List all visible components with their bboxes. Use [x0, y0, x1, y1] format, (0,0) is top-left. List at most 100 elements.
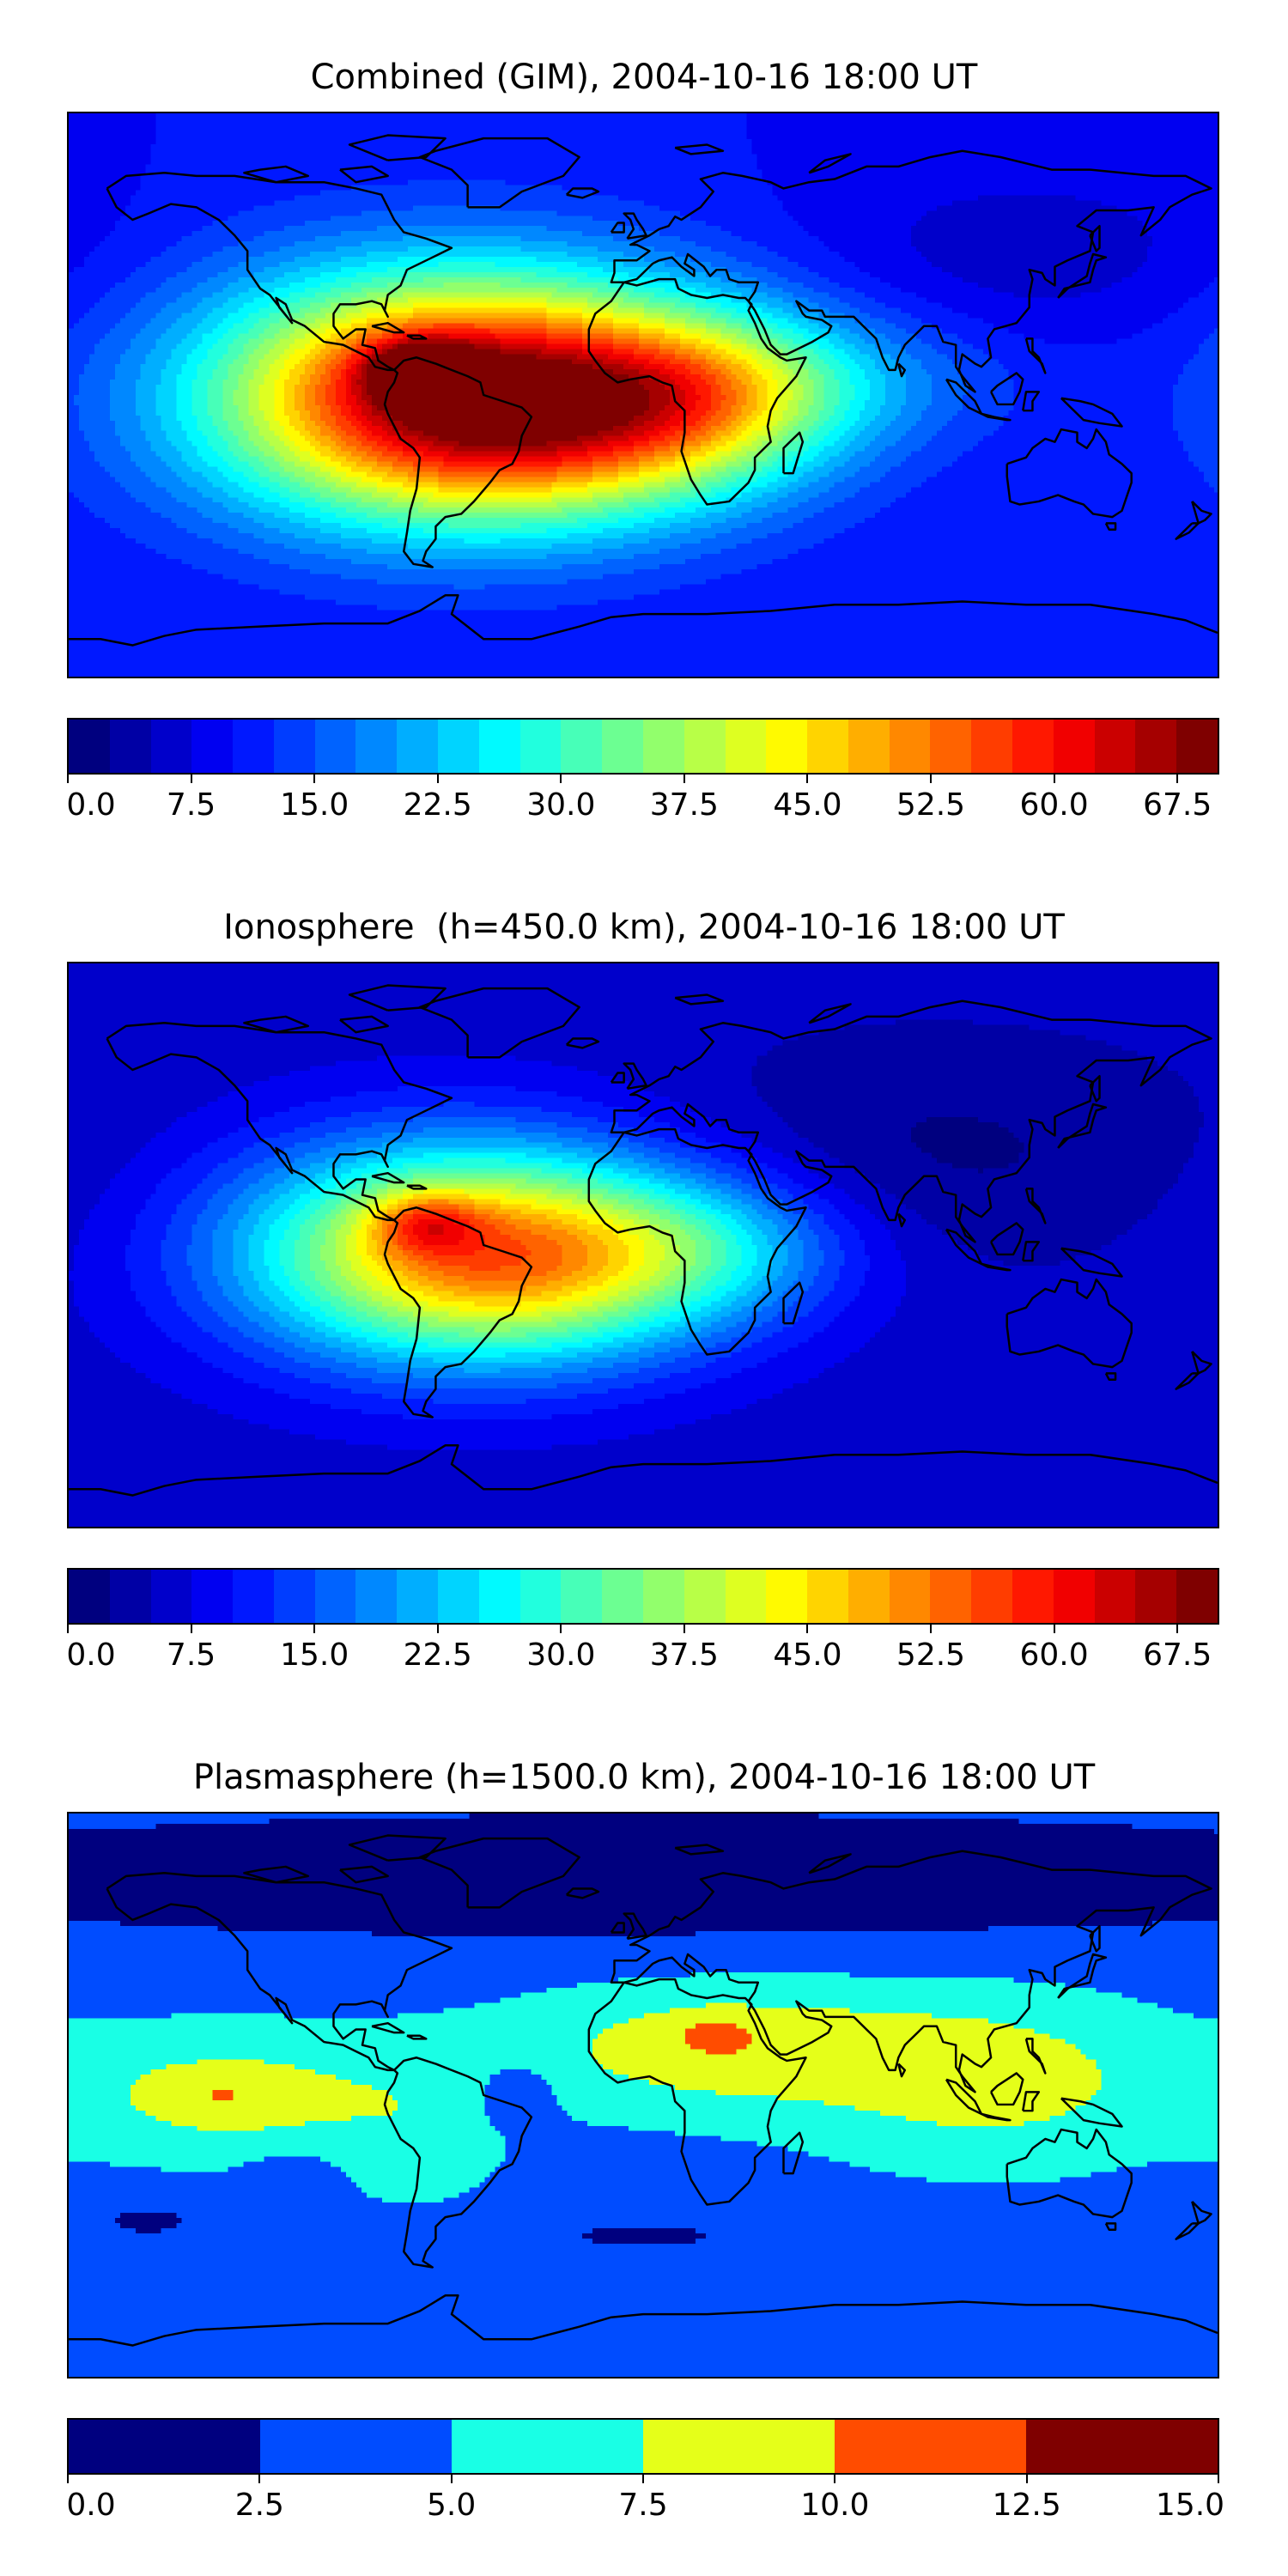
colorbar-tick — [67, 775, 69, 783]
colorbar-segment — [1095, 720, 1136, 773]
colorbar-segment — [848, 1570, 890, 1623]
colorbar-tick — [67, 2475, 69, 2483]
colorbar-segment — [520, 720, 562, 773]
plasmasphere-map — [67, 1812, 1219, 2379]
colorbar-tick — [451, 2475, 453, 2483]
colorbar-tick — [313, 775, 315, 783]
colorbar-tick — [560, 1625, 562, 1633]
colorbar-segment — [602, 1570, 643, 1623]
combined-map-title: Combined (GIM), 2004-10-16 18:00 UT — [0, 57, 1288, 98]
colorbar-segment — [355, 720, 397, 773]
colorbar-segment — [233, 720, 274, 773]
colorbar-tick — [642, 2475, 644, 2483]
plasmasphere-colorbar — [67, 2418, 1219, 2475]
colorbar-tick-label: 0.0 — [66, 2488, 115, 2523]
colorbar-tick-label: 22.5 — [404, 788, 472, 823]
colorbar-tick — [560, 775, 562, 783]
colorbar-segment — [69, 2420, 260, 2473]
colorbar-tick — [1218, 2475, 1219, 2483]
ionosphere-map — [67, 962, 1219, 1528]
colorbar-segment — [1054, 1570, 1095, 1623]
field-raster — [69, 1814, 1218, 2377]
colorbar-segment — [1054, 720, 1095, 773]
colorbar-segment — [274, 720, 315, 773]
colorbar-segment — [726, 1570, 767, 1623]
colorbar-segment — [191, 720, 233, 773]
colorbar-segment — [890, 720, 931, 773]
colorbar-segment — [397, 1570, 438, 1623]
colorbar-segment — [930, 720, 971, 773]
colorbar-segment — [602, 720, 643, 773]
colorbar-segment — [233, 1570, 274, 1623]
colorbar-segment — [151, 1570, 192, 1623]
colorbar-tick — [1054, 1625, 1055, 1633]
colorbar-segment — [930, 1570, 971, 1623]
colorbar-tick — [683, 775, 685, 783]
colorbar-segment — [1176, 1570, 1218, 1623]
colorbar-tick-label: 45.0 — [773, 788, 841, 823]
combined-map — [67, 112, 1219, 678]
colorbar-segment — [835, 2420, 1026, 2473]
colorbar-segment — [561, 1570, 602, 1623]
colorbar-segment — [643, 720, 684, 773]
colorbar-tick — [437, 775, 439, 783]
colorbar-segment — [274, 1570, 315, 1623]
colorbar-segment — [355, 1570, 397, 1623]
colorbar-segment — [1012, 1570, 1054, 1623]
plasmasphere-map-canvas — [69, 1814, 1218, 2377]
colorbar-tick-label: 12.5 — [993, 2488, 1061, 2523]
ionosphere-map-title: Ionosphere (h=450.0 km), 2004-10-16 18:0… — [0, 907, 1288, 948]
plasmasphere-map-title: Plasmasphere (h=1500.0 km), 2004-10-16 1… — [0, 1757, 1288, 1798]
colorbar-tick-label: 7.5 — [167, 1638, 216, 1673]
colorbar-segment — [438, 720, 479, 773]
colorbar-tick-label: 30.0 — [526, 1638, 595, 1673]
colorbar-segment — [971, 720, 1012, 773]
colorbar-segment — [807, 1570, 848, 1623]
colorbar-segment — [971, 1570, 1012, 1623]
ionosphere-colorbar — [67, 1568, 1219, 1625]
combined-map-canvas — [69, 113, 1218, 677]
colorbar-tick-label: 7.5 — [167, 788, 216, 823]
colorbar-tick — [1026, 2475, 1028, 2483]
colorbar-segment — [1095, 1570, 1136, 1623]
colorbar-segment — [397, 720, 438, 773]
colorbar-segment — [561, 720, 602, 773]
colorbar-tick — [313, 1625, 315, 1633]
ionosphere-map-canvas — [69, 963, 1218, 1527]
colorbar-tick — [258, 2475, 260, 2483]
colorbar-tick-label: 30.0 — [526, 788, 595, 823]
colorbar-tick — [806, 775, 808, 783]
colorbar-tick — [930, 775, 932, 783]
colorbar-tick-label: 45.0 — [773, 1638, 841, 1673]
colorbar-segment — [1012, 720, 1054, 773]
colorbar-tick-label: 60.0 — [1019, 788, 1088, 823]
colorbar-tick — [1176, 1625, 1178, 1633]
colorbar-tick — [191, 775, 192, 783]
field-raster — [69, 113, 1218, 677]
colorbar-tick-label: 15.0 — [280, 788, 349, 823]
colorbar-tick — [191, 1625, 192, 1633]
combined-colorbar — [67, 718, 1219, 775]
colorbar-tick-label: 10.0 — [800, 2488, 869, 2523]
colorbar-tick — [930, 1625, 932, 1633]
colorbar-segment — [1135, 1570, 1176, 1623]
colorbar-tick-label: 0.0 — [66, 788, 115, 823]
colorbar-segment — [1135, 720, 1176, 773]
colorbar-tick-label: 7.5 — [618, 2488, 667, 2523]
colorbar-tick-label: 15.0 — [280, 1638, 349, 1673]
combined-colorbar-ticks: 0.0 7.5 15.0 22.5 30.0 37.5 45.0 52.5 60.0 67.5 — [67, 775, 1219, 826]
colorbar-segment — [260, 2420, 452, 2473]
colorbar-tick-label: 67.5 — [1143, 788, 1212, 823]
colorbar-segment — [890, 1570, 931, 1623]
colorbar-segment — [315, 720, 356, 773]
ionosphere-colorbar-ticks: 0.0 7.5 15.0 22.5 30.0 37.5 45.0 52.5 60.0 67.5 — [67, 1625, 1219, 1676]
colorbar-tick — [834, 2475, 835, 2483]
colorbar-segment — [69, 1570, 110, 1623]
colorbar-tick-label: 0.0 — [66, 1638, 115, 1673]
colorbar-tick-label: 37.5 — [650, 788, 719, 823]
colorbar-tick-label: 22.5 — [404, 1638, 472, 1673]
colorbar-tick-label: 37.5 — [650, 1638, 719, 1673]
colorbar-segment — [151, 720, 192, 773]
colorbar-segment — [807, 720, 848, 773]
colorbar-segment — [766, 1570, 807, 1623]
